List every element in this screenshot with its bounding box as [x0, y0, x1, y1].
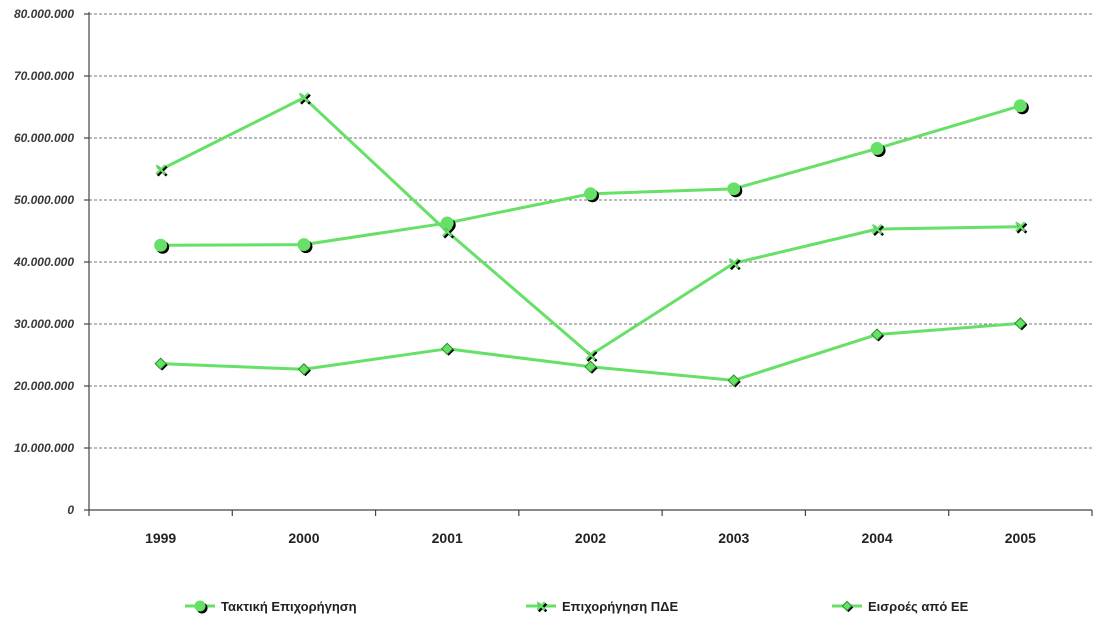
series-0-point-2003-dot: [727, 182, 741, 196]
series-2-point-2005: [1014, 317, 1028, 331]
legend-item-1: Επιχορήγηση ΠΔΕ: [526, 599, 679, 614]
y-tick-label-0: 0: [67, 503, 74, 517]
legend-item-2: Εισροές από ΕΕ: [832, 599, 969, 614]
series-0: [154, 99, 1029, 254]
legend-label-2: Εισροές από ΕΕ: [868, 599, 969, 614]
legend-marker-0-dot: [194, 600, 206, 612]
series-0-point-2005-dot: [1013, 99, 1027, 113]
series-1-point-2001: [441, 226, 455, 239]
x-tick-label-2000: 2000: [288, 530, 319, 546]
axes: 0 10.000.000 20.000.000 30.000.000 40.000.00…: [13, 7, 1093, 546]
series-1-point-2002-stroke-b: [585, 349, 596, 361]
series-0-line: [160, 104, 1021, 247]
series-2-point-2000-shape: [297, 363, 311, 376]
series-0-point-2003: [727, 182, 743, 198]
series-2-point-2004-shape: [870, 328, 884, 341]
y-tick-label-6: 60.000.000: [14, 131, 74, 145]
series-1-point-2004: [871, 223, 884, 237]
x-tick-label-2001: 2001: [432, 530, 463, 546]
y-tick-label-4: 40.000.000: [13, 255, 74, 269]
legend-marker-2-shape: [841, 600, 853, 612]
series-0-point-2000: [297, 238, 313, 254]
series-1-point-2005: [1015, 221, 1028, 234]
y-tick-label-8: 80.000.000: [14, 7, 74, 21]
series-0-point-2000-dot: [297, 238, 311, 252]
legend-marker-1: [536, 601, 548, 613]
series-1-point-2000: [298, 92, 311, 105]
series-2-point-2001: [441, 342, 455, 356]
legend-label-0: Τακτική Επιχορήγηση: [221, 599, 357, 614]
x-tick-label-2004: 2004: [861, 530, 892, 546]
series-2-point-2004: [870, 328, 885, 342]
series-1-point-2004-stroke-b: [871, 223, 883, 235]
y-tick-label-3: 30.000.000: [14, 317, 74, 331]
series-1-point-2001-stroke-b: [441, 226, 453, 237]
series-lines: [154, 92, 1029, 388]
series-2-point-2003-shape: [727, 374, 740, 387]
legend: Τακτική Επιχορήγηση Επιχορήγηση ΠΔΕ Εισροέ…: [185, 599, 969, 614]
series-1-point-2002: [585, 349, 598, 362]
x-tick-label-1999: 1999: [145, 530, 176, 546]
series-0-point-2001-dot: [440, 216, 454, 230]
x-tick-label-2005: 2005: [1005, 530, 1036, 546]
series-1-point-1999-stroke-b: [155, 164, 166, 175]
gridlines: [89, 13, 1092, 449]
series-1-line: [159, 96, 1021, 357]
y-tick-label-7: 70.000.000: [14, 69, 74, 83]
y-tick-label-2: 20.000.000: [13, 379, 74, 393]
legend-marker-0: [194, 600, 208, 614]
series-0-point-2002-dot: [584, 187, 597, 201]
series-2-point-2005-shape: [1014, 317, 1027, 330]
series-2-point-1999: [154, 357, 168, 371]
series-1-point-1999: [155, 164, 168, 177]
legend-item-0: Τακτική Επιχορήγηση: [185, 599, 357, 614]
legend-marker-1-stroke-b: [536, 601, 546, 611]
series-1-point-2003-stroke-b: [728, 257, 740, 269]
series-0-point-2004-dot: [870, 142, 884, 156]
series-0-point-2001: [440, 216, 456, 232]
series-1-point-2005-stroke-b: [1015, 221, 1026, 232]
x-tick-label-2002: 2002: [575, 530, 606, 546]
x-tick-label-2003: 2003: [718, 530, 749, 546]
series-0-point-1999: [154, 238, 170, 254]
series-0-point-2005: [1013, 99, 1029, 115]
series-2-point-2000: [297, 363, 311, 377]
series-0-point-2002: [584, 187, 599, 203]
series-2-point-2001-shape: [441, 342, 454, 356]
legend-label-1: Επιχορήγηση ΠΔΕ: [562, 599, 679, 614]
series-0-point-2004: [870, 142, 886, 158]
legend-marker-2: [841, 600, 854, 613]
series-1: [155, 92, 1028, 362]
y-tick-label-5: 50.000.000: [14, 193, 74, 207]
series-2-point-2002: [584, 360, 598, 374]
series-2-point-2002-shape: [584, 360, 597, 373]
y-tick-label-1: 10.000.000: [14, 441, 74, 455]
series-2: [154, 317, 1028, 388]
series-2-point-1999-shape: [154, 357, 167, 370]
series-1-point-2003: [728, 257, 741, 271]
series-2-point-2003: [727, 374, 741, 388]
series-1-point-2000-stroke-b: [298, 92, 310, 103]
series-0-point-1999-dot: [154, 238, 168, 252]
